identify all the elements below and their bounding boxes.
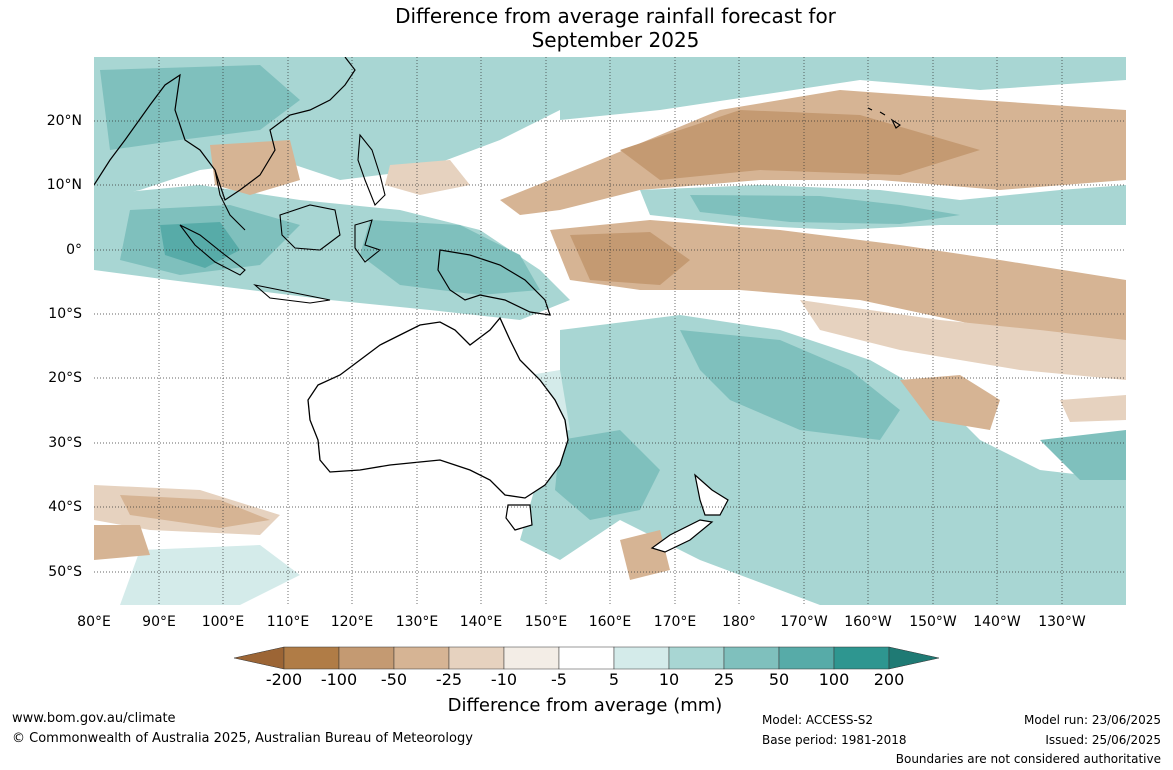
colorbar-label: 25 (713, 670, 735, 689)
model-run-date: Model run: 23/06/2025 (1023, 713, 1161, 727)
wet-region-south-pacific (1040, 430, 1126, 480)
dry-region-south-pacific-band (800, 300, 1126, 380)
graticule (94, 57, 1126, 605)
lon-tick-160e: 160°E (588, 614, 632, 630)
base-period: Base period: 1981-2018 (762, 733, 907, 747)
lat-tick-0: 0° (66, 242, 82, 258)
malay-peninsula (214, 169, 246, 231)
wet-region-tasman (555, 430, 660, 520)
lat-tick-30s: 30°S (48, 435, 82, 451)
issued-date: Issued: 25/06/2025 (1045, 733, 1161, 747)
dry-region-philippine-sea (385, 160, 470, 195)
lon-tick-130w: 130°W (1038, 614, 1086, 630)
dry-region-south-pacific-east (900, 375, 1000, 430)
colorbar-label: -50 (380, 670, 408, 689)
lon-tick-150w: 150°W (909, 614, 957, 630)
dry-region-equatorial-core (570, 232, 690, 285)
australia-landmass (307, 316, 569, 499)
colorbar-label: 100 (818, 670, 850, 689)
wet-region-north-indian-core (100, 65, 300, 150)
wet-region-itcz-core (690, 195, 960, 224)
new-zealand-south-island (650, 519, 714, 553)
dry-region-equatorial-pacific (550, 220, 1126, 350)
lon-tick-130e: 130°E (395, 614, 439, 630)
borneo (279, 204, 341, 251)
lat-tick-50s: 50°S (48, 564, 82, 580)
philippines (357, 133, 386, 206)
dry-region-central-pacific-core (620, 110, 980, 180)
lon-tick-80e: 80°E (77, 614, 111, 630)
lat-tick-40s: 40°S (48, 499, 82, 515)
new-zealand-north-island (694, 473, 729, 516)
dry-region-southern-indian-core (120, 495, 270, 528)
colorbar-label: 5 (608, 670, 620, 689)
wet-region-new-guinea (360, 220, 540, 295)
wet-region-south-pacific-far (1030, 530, 1126, 605)
lat-tick-10s: 10°S (48, 306, 82, 322)
java (253, 284, 331, 304)
lon-tick-170w: 170°W (780, 614, 828, 630)
wet-region-maritime-strong (160, 222, 240, 268)
lon-tick-120e: 120°E (330, 614, 374, 630)
colorbar-label: -100 (320, 670, 358, 689)
lat-tick-20n: 20°N (46, 113, 82, 129)
boundaries-disclaimer: Boundaries are not considered authoritat… (895, 752, 1161, 766)
wet-region-southern-indian (120, 545, 300, 605)
colorbar-label: -200 (265, 670, 303, 689)
anomaly-field (94, 57, 1126, 605)
title-line-1: Difference from average rainfall forecas… (395, 4, 836, 28)
colorbar-label: -10 (490, 670, 518, 689)
model-name: Model: ACCESS-S2 (762, 713, 874, 727)
chart-title: Difference from average rainfall forecas… (0, 4, 1173, 52)
dry-region-indochina (210, 140, 300, 195)
lat-tick-20s: 20°S (48, 370, 82, 386)
lon-tick-160w: 160°W (844, 614, 892, 630)
lon-tick-90e: 90°E (142, 614, 176, 630)
dry-region-far-east (1060, 395, 1126, 422)
lon-tick-100e: 100°E (201, 614, 245, 630)
sumatra (179, 224, 246, 276)
colorbar-label: -25 (435, 670, 463, 689)
wet-region-spcz (520, 315, 1126, 605)
new-guinea (437, 249, 551, 316)
colorbar-label: 10 (658, 670, 680, 689)
lon-tick-180: 180° (722, 614, 756, 630)
colorbar-label: 50 (768, 670, 790, 689)
dry-region-sw-indian (94, 525, 150, 560)
dry-region-south-of-nz (620, 530, 670, 580)
colorbar-label: 200 (873, 670, 905, 689)
wet-region-central-pacific-north (560, 57, 1126, 120)
lon-tick-140e: 140°E (459, 614, 503, 630)
lat-tick-10n: 10°N (46, 177, 82, 193)
lon-tick-140w: 140°W (973, 614, 1021, 630)
title-line-2: September 2025 (531, 28, 700, 52)
colorbar-label: -5 (551, 670, 567, 689)
lon-tick-170e: 170°E (653, 614, 697, 630)
colorbar-title: Difference from average (mm) (447, 695, 723, 716)
tasmania (505, 504, 533, 531)
asia-coastline (94, 57, 356, 201)
copyright-text: © Commonwealth of Australia 2025, Austra… (12, 731, 473, 746)
wet-region-spcz-core (680, 330, 900, 440)
lon-tick-110e: 110°E (266, 614, 310, 630)
hawaii (867, 107, 901, 129)
website-link[interactable]: www.bom.gov.au/climate (12, 711, 176, 726)
lon-tick-150e: 150°E (524, 614, 568, 630)
